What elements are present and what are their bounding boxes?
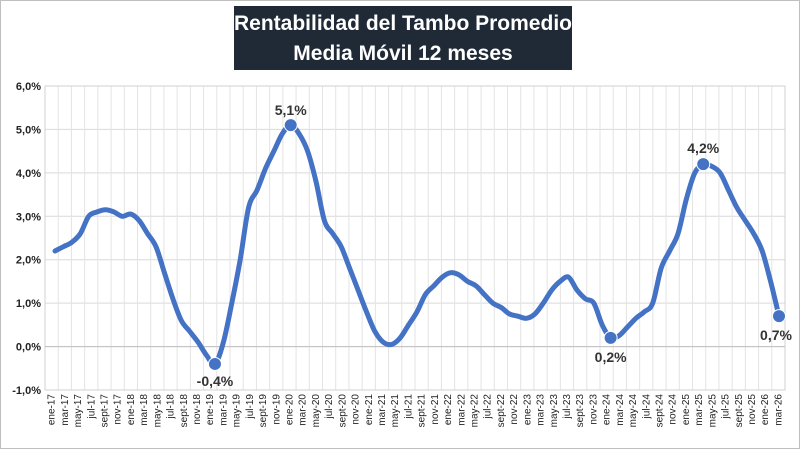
x-tick-label: jul-18 (166, 394, 177, 420)
x-tick-label: mar-18 (139, 394, 150, 426)
x-tick-label: may-19 (232, 394, 243, 428)
y-tick-label: 5,0% (16, 124, 41, 136)
x-tick-label: sept-20 (337, 394, 348, 428)
data-point-marker (207, 356, 222, 371)
data-point-marker (772, 309, 786, 324)
x-tick-label: mar-17 (60, 394, 71, 426)
data-label: 5,1% (275, 102, 307, 118)
x-tick-label: nov-25 (747, 394, 758, 425)
chart-title-box: Rentabilidad del Tambo Promedio Media Mó… (234, 6, 572, 70)
data-label: 0,7% (760, 327, 792, 343)
x-tick-label: sept-19 (258, 394, 269, 428)
data-point-marker (696, 157, 711, 172)
x-tick-label: nov-23 (588, 394, 599, 425)
x-tick-label: jul-24 (641, 394, 652, 420)
x-tick-label: jul-20 (324, 394, 335, 420)
y-tick-label: 0,0% (16, 342, 41, 354)
y-tick-label: -1,0% (12, 385, 41, 397)
x-tick-label: ene-18 (126, 394, 137, 426)
y-axis-tick-labels: -1,0% 0,0% 1,0% 2,0% 3,0% 4,0% 5,0% 6,0% (12, 81, 41, 397)
y-tick-label: 4,0% (16, 168, 41, 180)
x-tick-label: may-21 (390, 394, 401, 428)
x-tick-label: jul-23 (562, 394, 573, 420)
x-tick-label: mar-21 (377, 394, 388, 426)
y-tick-label: 2,0% (16, 255, 41, 267)
highlighted-points: -0,4% 5,1% 0,2% 4,2% 0,7% (197, 102, 793, 389)
x-tick-label: sept-18 (179, 394, 190, 428)
y-tick-label: 3,0% (16, 211, 41, 223)
x-tick-label: mar-20 (298, 394, 309, 426)
x-tick-label: jul-17 (86, 394, 97, 420)
x-tick-label: ene-25 (681, 394, 692, 426)
x-tick-label: may-18 (152, 394, 163, 428)
x-tick-label: jul-22 (483, 394, 494, 420)
x-tick-label: mar-24 (615, 394, 626, 426)
x-tick-label: may-24 (628, 394, 639, 428)
x-tick-label: mar-26 (773, 394, 784, 426)
x-tick-label: sept-23 (575, 394, 586, 428)
x-tick-label: ene-17 (47, 394, 58, 426)
x-tick-label: ene-21 (364, 394, 375, 426)
data-label: 0,2% (595, 349, 627, 365)
x-tick-label: jul-21 (403, 394, 414, 420)
data-label: -0,4% (197, 373, 234, 389)
x-tick-label: mar-19 (218, 394, 229, 426)
x-tick-label: nov-17 (113, 394, 124, 425)
x-tick-label: mar-25 (694, 394, 705, 426)
series-line-path (52, 122, 782, 367)
x-tick-label: nov-19 (271, 394, 282, 425)
x-tick-label: ene-22 (443, 394, 454, 426)
x-tick-label: may-17 (73, 394, 84, 428)
data-label: 4,2% (687, 140, 719, 156)
chart-title: Rentabilidad del Tambo Promedio (234, 12, 572, 35)
x-tick-label: may-23 (549, 394, 560, 428)
x-tick-label: ene-26 (760, 394, 771, 426)
x-tick-label: may-20 (311, 394, 322, 428)
x-tick-label: nov-22 (509, 394, 520, 425)
x-tick-label: nov-21 (430, 394, 441, 425)
x-axis-tick-labels: ene-17 mar-17 may-17 jul-17 sept-17 nov-17 ene… (47, 394, 785, 428)
x-tick-label: nov-24 (668, 394, 679, 425)
x-tick-label: may-22 (469, 394, 480, 428)
grid-lines (44, 85, 786, 391)
x-tick-label: may-25 (707, 394, 718, 428)
x-tick-label: ene-19 (205, 394, 216, 426)
y-tick-label: 6,0% (16, 81, 41, 93)
x-tick-label: jul-19 (245, 394, 256, 420)
x-tick-label: nov-18 (192, 394, 203, 425)
data-point-marker (283, 118, 298, 133)
data-point-marker (603, 330, 618, 345)
chart-subtitle: Media Móvil 12 meses (293, 42, 513, 65)
x-tick-label: ene-24 (602, 394, 613, 426)
x-tick-label: jul-25 (721, 394, 732, 420)
x-tick-label: mar-22 (456, 394, 467, 426)
x-tick-label: sept-25 (734, 394, 745, 428)
x-tick-label: ene-20 (284, 394, 295, 426)
series-line (52, 122, 782, 367)
x-tick-label: sept-22 (496, 394, 507, 428)
x-tick-label: sept-24 (654, 394, 665, 428)
x-tick-label: sept-17 (99, 394, 110, 428)
plot-area-border (44, 85, 786, 391)
x-tick-label: sept-21 (417, 394, 428, 428)
x-tick-label: mar-23 (536, 394, 547, 426)
x-tick-label: nov-20 (351, 394, 362, 425)
x-tick-label: ene-23 (522, 394, 533, 426)
y-tick-label: 1,0% (16, 298, 41, 310)
